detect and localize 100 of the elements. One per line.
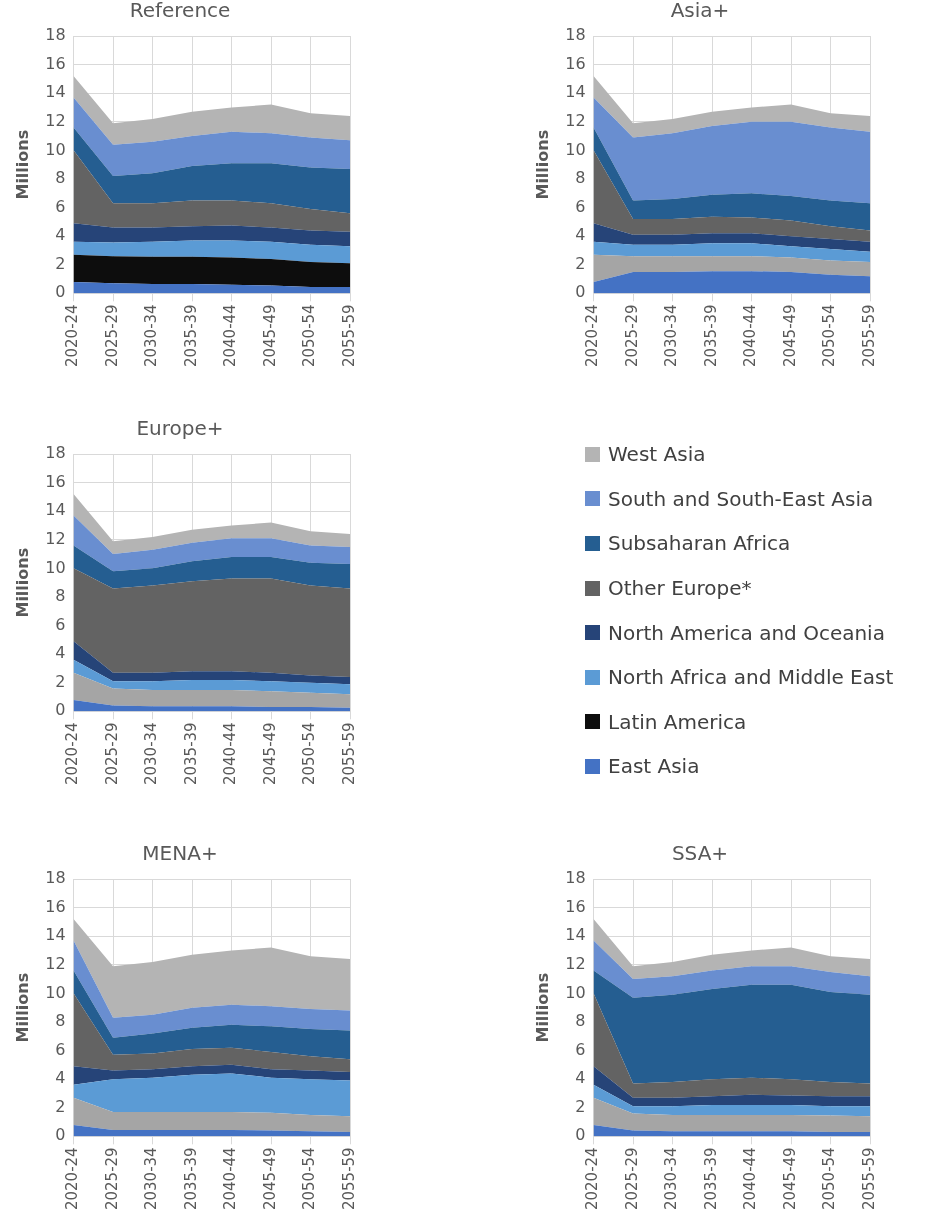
x-tick-label: 2025-29	[102, 722, 121, 786]
x-tick-label: 2020-24	[583, 1147, 602, 1211]
x-tick-label: 2055-59	[339, 304, 358, 368]
y-tick-label: 8	[575, 168, 586, 188]
legend-label: North Africa and Middle East	[608, 665, 894, 690]
y-tick-label: 4	[55, 643, 66, 663]
y-tick-label: 2	[55, 1096, 66, 1116]
y-tick-label: 2	[575, 1096, 586, 1116]
y-tick-label: 6	[55, 614, 66, 634]
y-tick-label: 10	[565, 139, 586, 159]
x-tick-label: 2040-44	[741, 1147, 760, 1211]
y-tick-label: 14	[45, 500, 66, 520]
y-tick-label: 10	[45, 982, 66, 1002]
legend-label: East Asia	[608, 754, 700, 779]
x-tick-label: 2030-34	[142, 1147, 161, 1211]
x-tick-label: 2035-39	[701, 304, 720, 368]
y-tick-label: 16	[45, 896, 66, 916]
x-tick-label: 2025-29	[622, 304, 641, 368]
x-tick-label: 2020-24	[63, 722, 82, 786]
y-tick-label: 10	[45, 557, 66, 577]
x-tick-label: 2040-44	[221, 304, 240, 368]
y-tick-label: 16	[45, 53, 66, 73]
x-tick-label: 2030-34	[662, 1147, 681, 1211]
y-tick-label: 6	[575, 1039, 586, 1059]
y-tick-label: 12	[565, 953, 586, 973]
x-tick-label: 2055-59	[859, 304, 878, 368]
x-tick-label: 2045-49	[260, 1147, 279, 1211]
x-tick-label: 2035-39	[181, 1147, 200, 1211]
y-tick-label: 2	[575, 253, 586, 273]
y-tick-label: 18	[45, 868, 66, 888]
legend-label: West Asia	[608, 442, 706, 467]
legend-label: Latin America	[608, 709, 747, 734]
x-tick-label: 2020-24	[63, 304, 82, 368]
y-tick-label: 14	[45, 925, 66, 945]
y-axis-title: Millions	[12, 972, 32, 1043]
y-tick-label: 12	[45, 110, 66, 130]
y-tick-label: 16	[565, 896, 586, 916]
y-tick-label: 18	[45, 443, 66, 463]
y-tick-label: 12	[45, 953, 66, 973]
x-tick-label: 2030-34	[142, 304, 161, 368]
y-axis-title: Millions	[12, 547, 32, 618]
y-tick-label: 16	[45, 471, 66, 491]
y-tick-label: 18	[565, 868, 586, 888]
y-tick-label: 8	[55, 586, 66, 606]
y-tick-label: 14	[565, 925, 586, 945]
chart-title: Europe+	[136, 416, 224, 441]
y-tick-label: 0	[575, 1125, 586, 1145]
y-tick-label: 6	[575, 196, 586, 216]
x-tick-label: 2035-39	[181, 304, 200, 368]
x-tick-label: 2040-44	[221, 722, 240, 786]
y-axis-title: Millions	[532, 972, 552, 1043]
x-tick-label: 2055-59	[339, 722, 358, 786]
legend-label: Other Europe*	[608, 576, 752, 601]
legend-label: South and South-East Asia	[608, 486, 874, 511]
y-tick-label: 10	[45, 139, 66, 159]
y-tick-label: 8	[575, 1011, 586, 1031]
y-tick-label: 14	[565, 82, 586, 102]
y-tick-label: 18	[565, 25, 586, 45]
y-tick-label: 10	[565, 982, 586, 1002]
x-tick-label: 2025-29	[622, 1147, 641, 1211]
y-tick-label: 8	[55, 1011, 66, 1031]
y-tick-label: 2	[55, 671, 66, 691]
y-tick-label: 2	[55, 253, 66, 273]
y-tick-label: 4	[575, 1068, 586, 1088]
y-axis-title: Millions	[532, 129, 552, 200]
y-tick-label: 0	[575, 282, 586, 302]
y-tick-label: 12	[565, 110, 586, 130]
y-tick-label: 0	[55, 282, 66, 302]
y-tick-label: 16	[565, 53, 586, 73]
y-tick-label: 4	[55, 1068, 66, 1088]
x-tick-label: 2050-54	[300, 304, 319, 368]
x-tick-label: 2045-49	[780, 1147, 799, 1211]
x-tick-label: 2050-54	[300, 722, 319, 786]
y-tick-label: 14	[45, 82, 66, 102]
x-tick-label: 2020-24	[583, 304, 602, 368]
x-tick-label: 2030-34	[142, 722, 161, 786]
legend-label: North America and Oceania	[608, 620, 885, 645]
y-tick-label: 0	[55, 1125, 66, 1145]
x-tick-label: 2045-49	[260, 304, 279, 368]
x-tick-label: 2055-59	[339, 1147, 358, 1211]
x-tick-label: 2050-54	[820, 1147, 839, 1211]
y-tick-label: 0	[55, 700, 66, 720]
y-tick-label: 6	[55, 196, 66, 216]
x-tick-label: 2035-39	[181, 722, 200, 786]
y-tick-label: 18	[45, 25, 66, 45]
x-tick-label: 2045-49	[780, 304, 799, 368]
x-tick-label: 2035-39	[701, 1147, 720, 1211]
chart-title: MENA+	[142, 841, 218, 866]
y-tick-label: 12	[45, 528, 66, 548]
x-tick-label: 2025-29	[102, 304, 121, 368]
y-tick-label: 4	[575, 225, 586, 245]
y-tick-label: 8	[55, 168, 66, 188]
chart-title: Reference	[129, 0, 231, 23]
x-tick-label: 2055-59	[859, 1147, 878, 1211]
x-tick-label: 2045-49	[260, 722, 279, 786]
x-tick-label: 2020-24	[63, 1147, 82, 1211]
x-tick-label: 2050-54	[300, 1147, 319, 1211]
x-tick-label: 2025-29	[102, 1147, 121, 1211]
chart-title: Asia+	[670, 0, 730, 23]
chart-title: SSA+	[671, 841, 729, 866]
